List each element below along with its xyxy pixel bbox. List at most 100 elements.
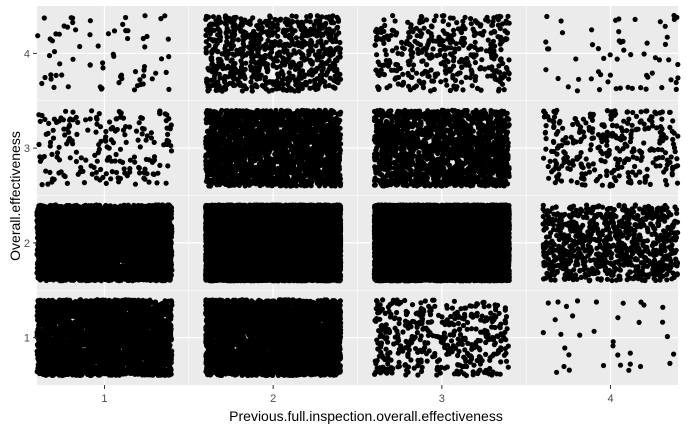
data-point	[70, 325, 75, 330]
data-point	[100, 357, 105, 362]
data-point	[140, 316, 145, 321]
data-point	[85, 359, 90, 364]
data-point	[136, 347, 141, 352]
data-point	[129, 313, 134, 318]
data-point	[41, 315, 46, 320]
data-point	[40, 357, 45, 362]
data-point	[150, 371, 155, 376]
data-point	[165, 306, 170, 311]
data-point	[95, 342, 100, 347]
data-point	[124, 370, 129, 375]
data-point	[47, 303, 52, 308]
data-point	[54, 368, 59, 373]
data-point	[127, 321, 132, 326]
data-point	[70, 353, 75, 358]
data-point	[168, 316, 173, 321]
data-point	[100, 342, 105, 347]
data-point	[94, 308, 99, 313]
data-point	[50, 331, 55, 336]
data-point	[155, 310, 160, 315]
data-point	[62, 372, 67, 377]
data-point	[146, 339, 151, 344]
data-point	[130, 303, 135, 308]
data-point	[75, 333, 80, 338]
data-point	[108, 313, 113, 318]
data-point	[162, 298, 167, 303]
data-point	[156, 348, 161, 353]
data-point	[46, 316, 51, 321]
data-point	[109, 339, 114, 344]
data-point	[140, 372, 145, 377]
data-point	[107, 372, 112, 377]
data-point	[80, 312, 85, 317]
cell-1-1-points	[35, 297, 175, 378]
data-point	[90, 347, 95, 352]
data-point	[88, 302, 93, 307]
data-point	[119, 302, 124, 307]
data-point	[62, 308, 67, 313]
data-point	[134, 325, 139, 330]
data-point	[99, 302, 104, 307]
data-point	[78, 365, 83, 370]
data-point	[134, 368, 139, 373]
data-point	[121, 352, 126, 357]
data-point	[163, 322, 168, 327]
data-point	[98, 322, 103, 327]
data-point	[127, 348, 132, 353]
data-point	[112, 299, 117, 304]
data-point	[137, 363, 142, 368]
data-point	[68, 320, 73, 325]
cell-1-2-points	[34, 202, 174, 283]
data-point	[114, 349, 119, 354]
data-point	[167, 366, 172, 371]
data-point	[63, 332, 68, 337]
data-point	[116, 314, 121, 319]
data-point	[147, 350, 152, 355]
data-point	[125, 360, 130, 365]
data-point	[56, 348, 61, 353]
data-point	[52, 310, 57, 315]
data-point	[41, 300, 46, 305]
data-point	[157, 338, 162, 343]
data-point	[41, 332, 46, 337]
data-point	[149, 356, 154, 361]
data-point	[42, 307, 47, 312]
data-point	[120, 310, 125, 315]
data-point	[122, 325, 127, 330]
data-point	[167, 311, 172, 316]
data-point	[100, 311, 105, 316]
data-point	[94, 368, 99, 373]
data-point	[104, 347, 109, 352]
data-point	[169, 357, 174, 362]
data-point	[50, 368, 55, 373]
data-point	[45, 343, 50, 348]
data-point	[130, 344, 135, 349]
data-point	[46, 372, 51, 377]
data-point	[46, 299, 51, 304]
data-point	[123, 297, 128, 302]
data-point	[73, 299, 78, 304]
data-point	[164, 371, 169, 376]
data-point	[64, 297, 69, 302]
data-point	[144, 372, 149, 377]
data-point	[112, 334, 117, 339]
data-point	[69, 331, 74, 336]
data-point	[88, 315, 93, 320]
data-point	[70, 361, 75, 366]
data-point	[36, 338, 41, 343]
data-point	[35, 330, 40, 335]
data-point	[140, 304, 145, 309]
data-point	[98, 347, 103, 352]
data-point	[117, 365, 122, 370]
data-point	[76, 347, 81, 352]
data-point	[148, 322, 153, 327]
data-point	[135, 357, 140, 362]
data-point	[169, 300, 174, 305]
data-point	[52, 315, 57, 320]
data-point	[155, 303, 160, 308]
data-point	[52, 324, 57, 329]
data-point	[165, 332, 170, 337]
data-point	[164, 327, 169, 332]
data-point	[118, 339, 123, 344]
data-point	[76, 323, 81, 328]
